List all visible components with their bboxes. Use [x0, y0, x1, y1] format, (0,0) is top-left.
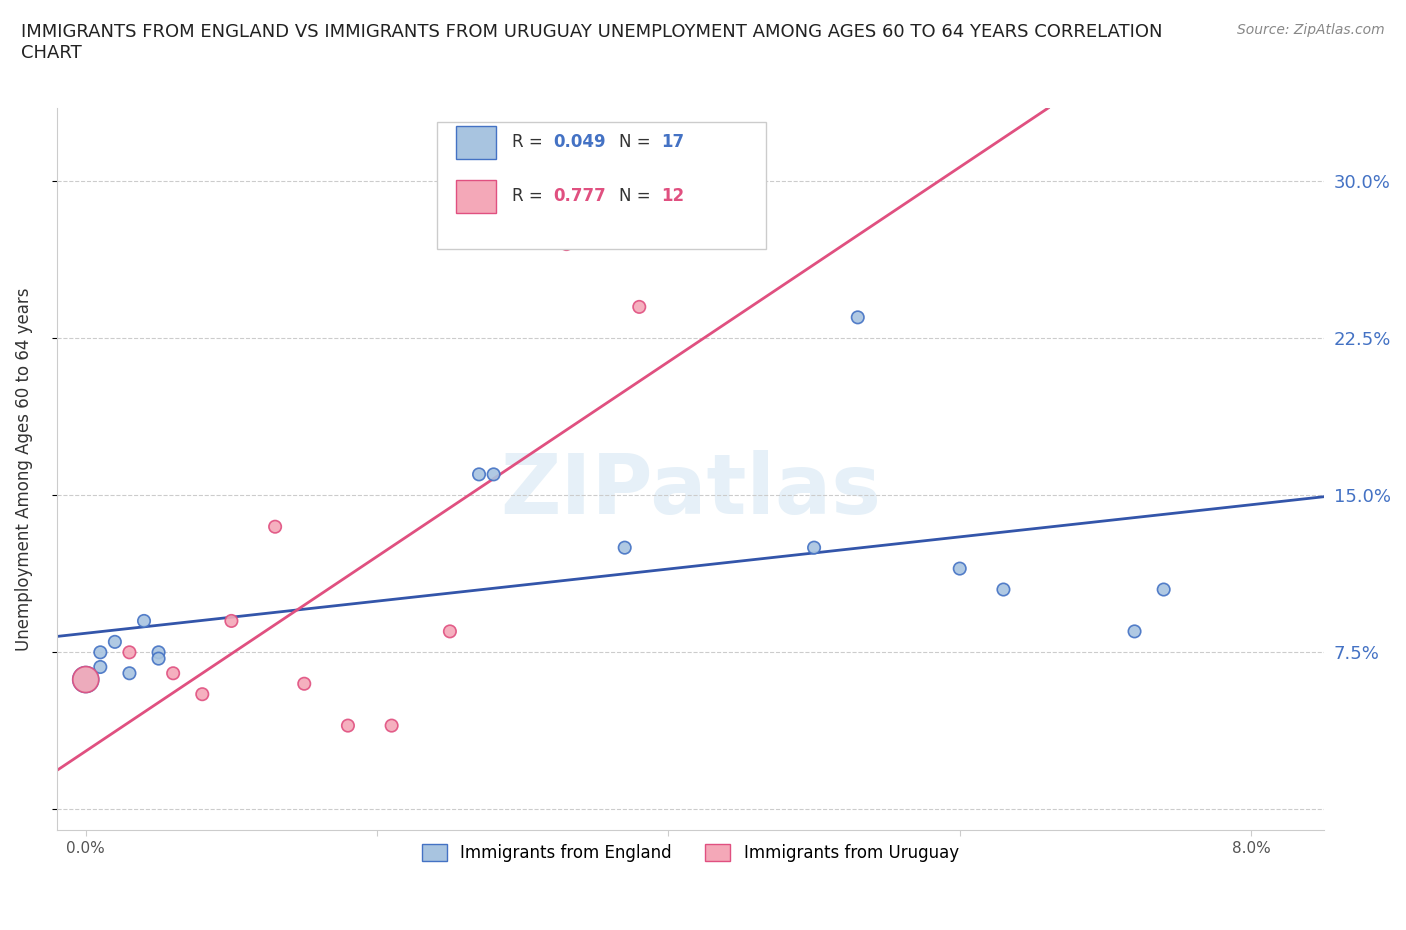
Point — [221, 614, 243, 629]
Text: Source: ZipAtlas.com: Source: ZipAtlas.com — [1237, 23, 1385, 37]
Y-axis label: Unemployment Among Ages 60 to 64 years: Unemployment Among Ages 60 to 64 years — [15, 287, 32, 651]
Point — [482, 467, 505, 482]
Point — [336, 718, 359, 733]
Point — [468, 467, 491, 482]
Point — [1153, 582, 1175, 597]
Point — [118, 644, 141, 659]
Point — [75, 672, 97, 687]
Point — [993, 582, 1015, 597]
Point — [555, 236, 578, 251]
Point — [89, 659, 111, 674]
Point — [803, 540, 825, 555]
Text: R =: R = — [512, 133, 547, 152]
Legend: Immigrants from England, Immigrants from Uruguay: Immigrants from England, Immigrants from… — [415, 837, 966, 869]
Point — [162, 666, 184, 681]
Point — [381, 718, 404, 733]
Point — [292, 676, 315, 691]
FancyBboxPatch shape — [456, 180, 496, 213]
Point — [949, 561, 972, 576]
Point — [104, 634, 127, 649]
Text: 0.777: 0.777 — [554, 188, 606, 206]
Point — [118, 666, 141, 681]
Text: 12: 12 — [661, 188, 685, 206]
Point — [148, 651, 170, 666]
Text: N =: N = — [619, 188, 657, 206]
Point — [264, 519, 287, 534]
Point — [75, 672, 97, 687]
FancyBboxPatch shape — [456, 126, 496, 158]
Point — [628, 299, 651, 314]
Point — [846, 310, 869, 325]
Point — [613, 540, 636, 555]
Text: R =: R = — [512, 188, 547, 206]
Point — [439, 624, 461, 639]
Text: ZIPatlas: ZIPatlas — [499, 450, 880, 531]
Text: N =: N = — [619, 133, 657, 152]
Text: 17: 17 — [661, 133, 685, 152]
Text: 0.049: 0.049 — [554, 133, 606, 152]
FancyBboxPatch shape — [437, 123, 766, 249]
Point — [148, 644, 170, 659]
Point — [132, 614, 155, 629]
Text: IMMIGRANTS FROM ENGLAND VS IMMIGRANTS FROM URUGUAY UNEMPLOYMENT AMONG AGES 60 TO: IMMIGRANTS FROM ENGLAND VS IMMIGRANTS FR… — [21, 23, 1163, 62]
Point — [89, 644, 111, 659]
Point — [1123, 624, 1146, 639]
Point — [191, 686, 214, 701]
